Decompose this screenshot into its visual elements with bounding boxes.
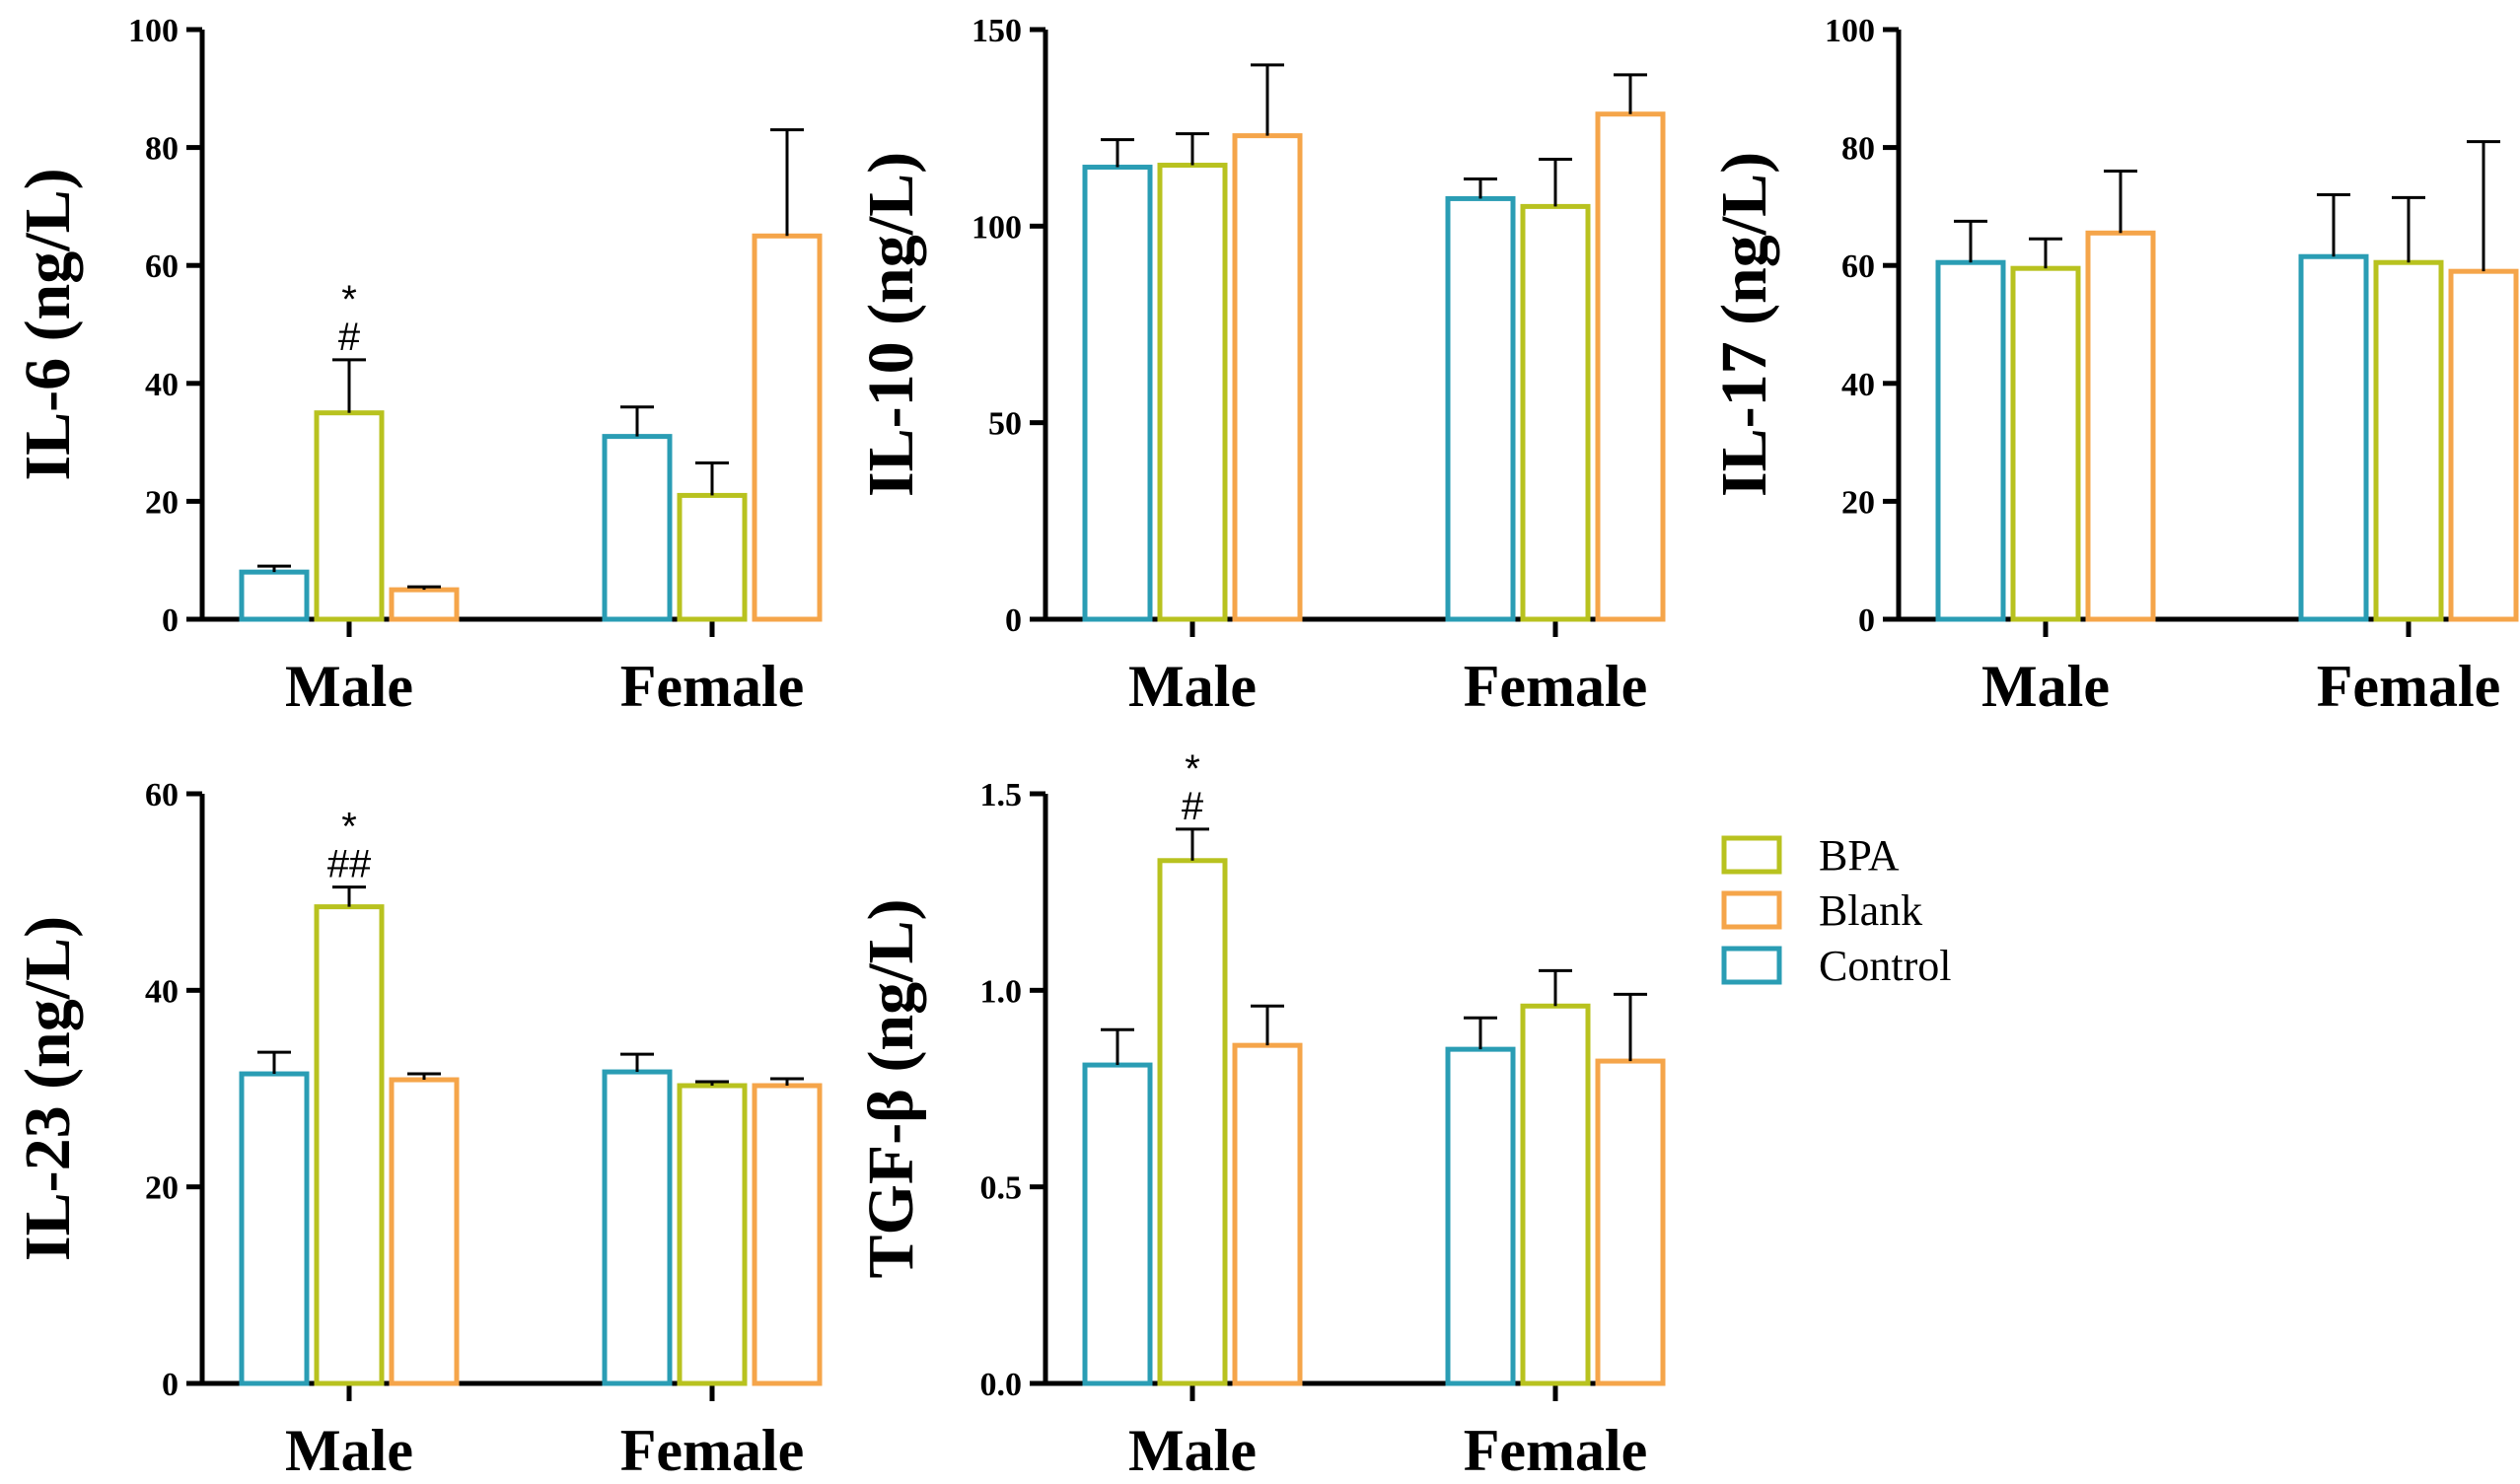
y-tick-label: 0.5 bbox=[980, 1170, 1023, 1207]
chart-panel-1: 0 20 40 60 80 100 IL-6 (ng/L) Male Female *# bbox=[12, 13, 823, 719]
legend-swatch-control bbox=[1721, 946, 1782, 985]
bar-bpa-male bbox=[2010, 265, 2081, 622]
legend-label-blank: Blank bbox=[1819, 886, 1922, 935]
bar-control-female bbox=[2298, 253, 2369, 622]
bar-bpa-male bbox=[1157, 163, 1228, 622]
bar-bpa-female bbox=[677, 492, 748, 622]
bar-bpa-male bbox=[1157, 858, 1228, 1386]
chart-panel-5: 0.0 0.5 1.0 1.5 TGF-β (ng/L) Male Female *# bbox=[855, 747, 1666, 1483]
significance-marker: * bbox=[1185, 747, 1200, 791]
y-tick-label: 20 bbox=[1841, 484, 1875, 521]
bar-control-female bbox=[602, 1069, 673, 1386]
bar-control-female bbox=[1445, 195, 1516, 622]
y-tick-label: 0 bbox=[162, 602, 179, 639]
legend-label-bpa: BPA bbox=[1819, 831, 1900, 880]
bar-bpa-female bbox=[677, 1083, 748, 1386]
y-tick-label: 20 bbox=[145, 1170, 179, 1207]
x-category-label: Male bbox=[285, 1418, 413, 1483]
y-tick-label: 1.5 bbox=[980, 777, 1023, 813]
y-tick-label: 0 bbox=[162, 1367, 179, 1403]
y-axis-title: IL-23 (ng/L) bbox=[12, 916, 84, 1261]
x-category-label: Female bbox=[1464, 654, 1648, 719]
y-axis-title: IL-6 (ng/L) bbox=[12, 168, 84, 480]
legend: BPA Blank Control bbox=[1721, 831, 1951, 990]
y-axis-title: TGF-β (ng/L) bbox=[855, 899, 927, 1279]
x-category-label: Male bbox=[1981, 654, 2110, 719]
significance-marker: # bbox=[338, 316, 361, 359]
significance-marker: * bbox=[341, 806, 357, 849]
significance-marker: # bbox=[1182, 785, 1204, 828]
x-category-label: Female bbox=[620, 1418, 805, 1483]
chart-panel-4: 0 20 40 60 IL-23 (ng/L) Male Female *## bbox=[12, 777, 823, 1483]
x-category-label: Male bbox=[1128, 654, 1257, 719]
significance-marker: * bbox=[341, 278, 357, 321]
legend-swatch-bpa bbox=[1721, 835, 1782, 875]
y-tick-label: 0 bbox=[1858, 602, 1875, 639]
y-tick-label: 150 bbox=[972, 13, 1022, 49]
bar-control-male bbox=[239, 1071, 310, 1386]
y-tick-label: 100 bbox=[1825, 13, 1875, 49]
y-axis-title: IL-17 (ng/L) bbox=[1708, 152, 1780, 497]
bar-blank-female bbox=[1595, 1058, 1666, 1386]
y-tick-label: 40 bbox=[145, 973, 179, 1010]
bar-bpa-female bbox=[1520, 203, 1591, 622]
x-category-label: Female bbox=[2317, 654, 2501, 719]
x-category-label: Male bbox=[285, 654, 413, 719]
bar-blank-male bbox=[389, 1077, 460, 1386]
bar-blank-male bbox=[1232, 1042, 1303, 1386]
y-tick-label: 40 bbox=[145, 367, 179, 403]
y-tick-label: 60 bbox=[145, 777, 179, 813]
y-axis-title: IL-10 (ng/L) bbox=[855, 152, 927, 497]
x-category-label: Female bbox=[1464, 1418, 1648, 1483]
bar-blank-female bbox=[752, 233, 823, 622]
significance-marker: ## bbox=[327, 843, 372, 886]
y-tick-label: 60 bbox=[1841, 248, 1875, 285]
x-category-label: Female bbox=[620, 654, 805, 719]
y-tick-label: 1.0 bbox=[980, 973, 1023, 1010]
y-tick-label: 20 bbox=[145, 484, 179, 521]
y-tick-label: 100 bbox=[972, 209, 1022, 246]
x-category-label: Male bbox=[1128, 1418, 1257, 1483]
bar-control-male bbox=[1935, 259, 2006, 622]
bar-blank-female bbox=[1595, 111, 1666, 622]
legend-label-control: Control bbox=[1819, 942, 1951, 990]
bar-bpa-male bbox=[314, 410, 385, 622]
bar-bpa-female bbox=[1520, 1003, 1591, 1386]
chart-panel-2: 0 50 100 150 IL-10 (ng/L) Male Female bbox=[855, 13, 1666, 719]
bar-bpa-female bbox=[2373, 259, 2444, 622]
y-tick-label: 40 bbox=[1841, 367, 1875, 403]
bar-blank-male bbox=[1232, 133, 1303, 622]
chart-panel-3: 0 20 40 60 80 100 IL-17 (ng/L) Male Female bbox=[1708, 13, 2519, 719]
legend-swatch-blank bbox=[1721, 890, 1782, 930]
y-tick-label: 50 bbox=[988, 406, 1022, 443]
bar-control-male bbox=[1082, 165, 1153, 622]
bar-control-female bbox=[1445, 1046, 1516, 1386]
y-tick-label: 100 bbox=[128, 13, 179, 49]
y-tick-label: 80 bbox=[145, 131, 179, 168]
y-tick-label: 0 bbox=[1005, 602, 1022, 639]
bar-blank-male bbox=[2085, 230, 2156, 622]
y-tick-label: 80 bbox=[1841, 131, 1875, 168]
bar-control-female bbox=[602, 434, 673, 622]
y-tick-label: 60 bbox=[145, 248, 179, 285]
bar-control-male bbox=[1082, 1062, 1153, 1386]
bar-blank-male bbox=[389, 587, 460, 622]
bar-bpa-male bbox=[314, 904, 385, 1386]
y-tick-label: 0.0 bbox=[980, 1367, 1023, 1403]
bar-blank-female bbox=[2448, 268, 2519, 622]
bar-control-male bbox=[239, 569, 310, 622]
bar-blank-female bbox=[752, 1083, 823, 1386]
